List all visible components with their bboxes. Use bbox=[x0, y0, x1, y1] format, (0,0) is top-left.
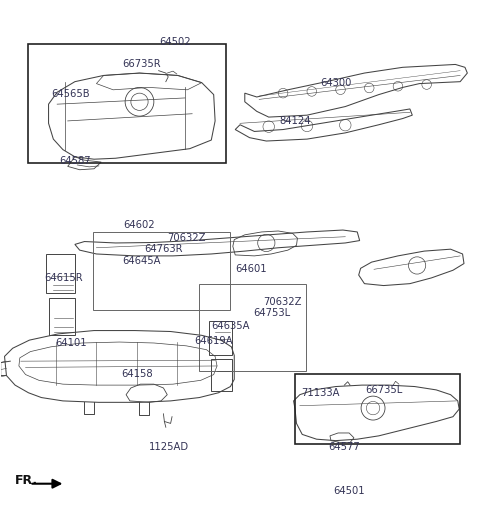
Text: 64565B: 64565B bbox=[51, 89, 90, 99]
Bar bbox=[46, 254, 75, 293]
Bar bbox=[295, 373, 460, 444]
Text: 64753L: 64753L bbox=[253, 308, 290, 318]
Text: FR.: FR. bbox=[15, 475, 38, 487]
Text: 64502: 64502 bbox=[159, 37, 191, 47]
Text: 64763R: 64763R bbox=[144, 244, 183, 254]
Text: 64602: 64602 bbox=[124, 220, 156, 230]
Text: 70632Z: 70632Z bbox=[167, 233, 206, 243]
Text: 64619A: 64619A bbox=[194, 336, 233, 346]
Text: 64615R: 64615R bbox=[44, 273, 83, 283]
Text: 1125AD: 1125AD bbox=[149, 442, 189, 452]
Text: 66735R: 66735R bbox=[122, 59, 161, 69]
Bar bbox=[28, 44, 226, 163]
Text: 64601: 64601 bbox=[235, 264, 267, 274]
Bar bbox=[48, 298, 75, 335]
Text: 84124: 84124 bbox=[279, 116, 311, 126]
Text: 64635A: 64635A bbox=[211, 321, 250, 331]
Text: 70632Z: 70632Z bbox=[263, 297, 301, 307]
Text: 64300: 64300 bbox=[320, 78, 351, 88]
Text: 66735L: 66735L bbox=[365, 385, 402, 395]
Bar bbox=[93, 232, 230, 310]
Bar bbox=[209, 321, 232, 355]
Text: 64158: 64158 bbox=[121, 369, 153, 379]
Text: 64501: 64501 bbox=[333, 486, 365, 496]
Bar bbox=[211, 359, 232, 391]
Text: 64587: 64587 bbox=[59, 156, 91, 166]
Text: 64645A: 64645A bbox=[123, 256, 161, 266]
Bar bbox=[199, 284, 306, 371]
Text: 71133A: 71133A bbox=[301, 388, 340, 398]
Text: 64577: 64577 bbox=[328, 442, 360, 452]
Text: 64101: 64101 bbox=[56, 338, 87, 348]
